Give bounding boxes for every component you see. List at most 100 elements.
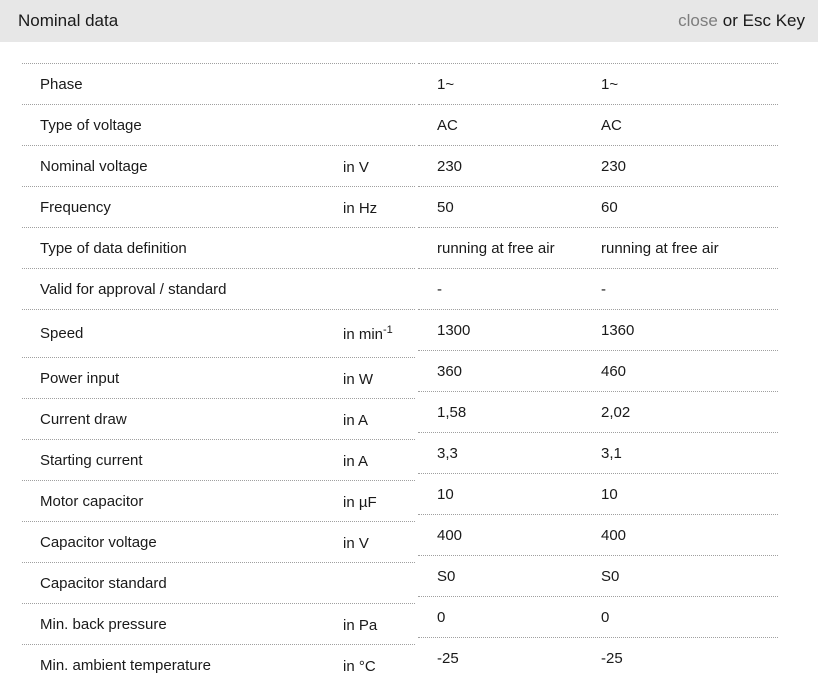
- row-value-1: AC: [437, 116, 458, 134]
- row-value-2: S0: [601, 567, 620, 585]
- table-value-row: 3,3 3,1: [418, 432, 778, 473]
- row-value-1: 3,3: [437, 444, 458, 462]
- table-row: Starting current in A: [22, 439, 415, 480]
- row-value-2: 400: [601, 526, 627, 544]
- row-unit: in A: [343, 410, 368, 429]
- row-unit-text: in Hz: [343, 199, 378, 217]
- table-row: Motor capacitor in µF: [22, 480, 415, 521]
- row-unit: in µF: [343, 492, 377, 511]
- row-label: Starting current: [40, 451, 143, 469]
- dialog-header: Nominal data close or Esc Key: [0, 0, 818, 42]
- row-value-2: 230: [601, 157, 627, 175]
- row-label: Type of data definition: [40, 239, 187, 257]
- table-value-row: - -: [418, 268, 778, 309]
- dialog-close-area: close or Esc Key: [678, 11, 805, 31]
- row-label: Power input: [40, 369, 120, 387]
- close-link[interactable]: close: [678, 11, 718, 30]
- nominal-data-values-columns: 1~ 1~ AC AC 230 230 50 60 running at fre…: [418, 63, 778, 678]
- row-value-1: 400: [437, 526, 463, 544]
- table-row: Type of data definition: [22, 227, 415, 268]
- esc-key-hint: or Esc Key: [722, 11, 805, 30]
- row-unit-text: in W: [343, 370, 373, 388]
- row-value-1: 1300: [437, 321, 471, 339]
- row-value-1: 230: [437, 157, 463, 175]
- row-value-1: 1~: [437, 75, 455, 93]
- row-unit-text: in °C: [343, 657, 376, 675]
- table-row: Min. ambient temperature in °C: [22, 644, 415, 685]
- row-label: Type of voltage: [40, 116, 142, 134]
- row-label: Current draw: [40, 410, 127, 428]
- row-value-1: 360: [437, 362, 463, 380]
- nominal-data-labels-column: Phase Type of voltage Nominal voltage in…: [22, 63, 415, 685]
- row-value-2: 460: [601, 362, 627, 380]
- row-label: Min. ambient temperature: [40, 656, 211, 674]
- row-unit: in A: [343, 451, 368, 470]
- table-value-row: -25 -25: [418, 637, 778, 678]
- row-label: Capacitor standard: [40, 574, 167, 592]
- row-value-2: -25: [601, 649, 623, 667]
- row-unit-text: in Pa: [343, 616, 378, 634]
- row-value-1: S0: [437, 567, 456, 585]
- row-value-2: 10: [601, 485, 618, 503]
- row-value-1: -25: [437, 649, 459, 667]
- row-value-1: 0: [437, 608, 446, 626]
- row-label: Frequency: [40, 198, 111, 216]
- table-value-row: 230 230: [418, 145, 778, 186]
- dialog-title: Nominal data: [18, 11, 119, 30]
- row-value-2: running at free air: [601, 239, 719, 257]
- row-unit-text: in A: [343, 411, 369, 429]
- row-value-2: 3,1: [601, 444, 622, 462]
- table-row: Phase: [22, 63, 415, 104]
- table-row: Min. back pressure in Pa: [22, 603, 415, 644]
- row-unit-text: in V: [343, 158, 369, 176]
- row-value-1: running at free air: [437, 239, 555, 257]
- row-value-1: 1,58: [437, 403, 467, 421]
- row-unit-text: in min: [343, 326, 384, 343]
- table-row: Frequency in Hz: [22, 186, 415, 227]
- row-unit: in V: [343, 157, 369, 176]
- row-unit-superscript: -1: [383, 324, 393, 336]
- row-unit: in W: [343, 369, 373, 388]
- row-value-2: 2,02: [601, 403, 631, 421]
- row-unit: in °C: [343, 656, 376, 675]
- row-label: Motor capacitor: [40, 492, 144, 510]
- table-row: Type of voltage: [22, 104, 415, 145]
- row-value-2: 1360: [601, 321, 635, 339]
- table-row: Current draw in A: [22, 398, 415, 439]
- table-value-row: 400 400: [418, 514, 778, 555]
- row-value-1: -: [437, 280, 442, 298]
- table-value-row: 1,58 2,02: [418, 391, 778, 432]
- table-value-row: 1~ 1~: [418, 63, 778, 104]
- row-unit: in min-1: [343, 324, 393, 343]
- table-row: Capacitor standard: [22, 562, 415, 603]
- table-value-row: 0 0: [418, 596, 778, 637]
- table-value-row: 50 60: [418, 186, 778, 227]
- row-value-2: 60: [601, 198, 618, 216]
- row-unit: in Pa: [343, 615, 377, 634]
- row-value-1: 50: [437, 198, 454, 216]
- table-value-row: running at free air running at free air: [418, 227, 778, 268]
- table-row: Speed in min-1: [22, 309, 415, 357]
- table-row: Nominal voltage in V: [22, 145, 415, 186]
- row-unit-text: in µF: [343, 493, 377, 511]
- row-unit-text: in A: [343, 452, 369, 470]
- table-value-row: S0 S0: [418, 555, 778, 596]
- table-value-row: 10 10: [418, 473, 778, 514]
- table-value-row: AC AC: [418, 104, 778, 145]
- table-row: Power input in W: [22, 357, 415, 398]
- row-value-2: 0: [601, 608, 610, 626]
- row-value-1: 10: [437, 485, 454, 503]
- row-value-2: 1~: [601, 75, 619, 93]
- table-row: Capacitor voltage in V: [22, 521, 415, 562]
- table-value-row: 360 460: [418, 350, 778, 391]
- row-label: Min. back pressure: [40, 615, 167, 633]
- row-label: Capacitor voltage: [40, 533, 157, 551]
- row-unit: in V: [343, 533, 369, 552]
- row-label: Phase: [40, 75, 83, 93]
- row-label: Valid for approval / standard: [40, 280, 227, 298]
- row-label: Nominal voltage: [40, 157, 148, 175]
- row-value-2: AC: [601, 116, 622, 134]
- row-label: Speed: [40, 325, 84, 342]
- table-value-row: 1300 1360: [418, 309, 778, 350]
